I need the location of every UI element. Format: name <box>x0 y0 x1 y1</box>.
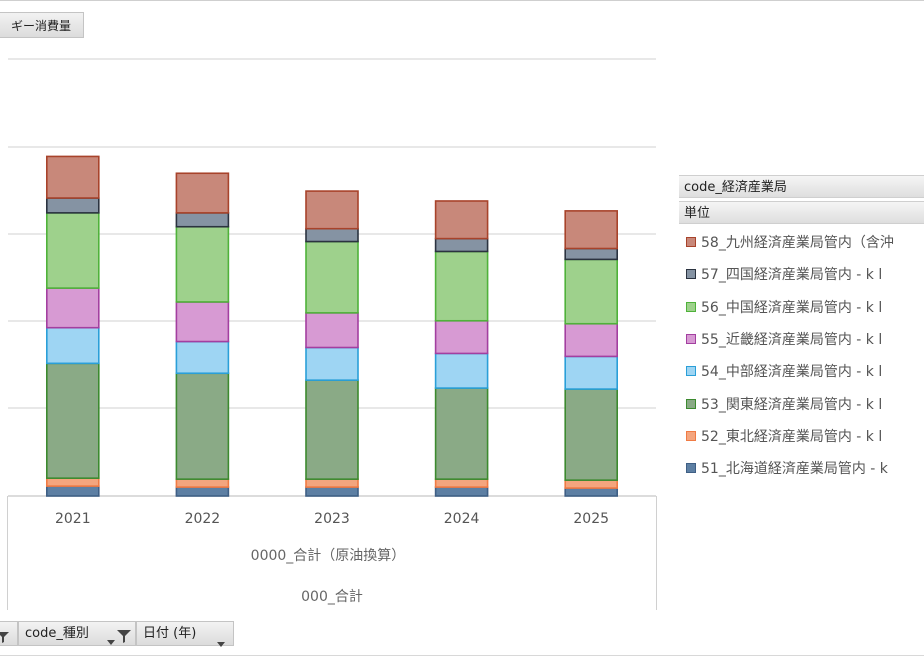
legend-swatch <box>686 237 696 247</box>
dropdown-arrow-icon <box>217 632 225 655</box>
chart-plot-svg: 2021 2022 2023 2024 2025 <box>8 58 656 527</box>
x-tick-label: 2024 <box>444 511 480 527</box>
legend-swatch <box>686 333 696 344</box>
bar-segment-2023-7[interactable] <box>305 227 359 243</box>
bar-segment-2024-4[interactable] <box>434 352 489 389</box>
bar-segment-2022-3[interactable] <box>175 372 230 480</box>
bar-segment-2022-4[interactable] <box>175 340 230 375</box>
bar-segment-2024-8[interactable] <box>434 200 489 240</box>
bar-segment-2021-3[interactable] <box>45 362 100 479</box>
window-top-border <box>0 0 924 1</box>
legend-label: 58_九州経済産業局管内（含沖 <box>701 235 894 251</box>
legend-label: 53_関東経済産業局管内 - k l <box>701 396 883 413</box>
bar-segment-2022-2[interactable] <box>175 478 230 488</box>
bar-segment-2023-2[interactable] <box>305 478 359 488</box>
axis-area-right-border <box>656 496 657 610</box>
x-axis-category-label: 0000_合計（原油換算） <box>250 548 406 564</box>
legend-header-unit[interactable]: 単位 <box>679 201 924 224</box>
legend-label: 57_四国経済産業局管内 - k l <box>701 267 883 284</box>
filter-date-label: 日付 (年) <box>143 626 197 641</box>
legend-item[interactable]: 51_北海道経済産業局管内 - k <box>686 459 888 479</box>
bottom-divider <box>0 655 924 656</box>
bar-segment-2025-8[interactable] <box>564 210 619 250</box>
bar-segment-2024-2[interactable] <box>434 478 489 488</box>
filter-icon <box>117 628 131 651</box>
bar-segment-2021-1[interactable] <box>45 485 100 497</box>
legend-label: 54_中部経済産業局管内 - k l <box>701 364 883 381</box>
chart-title-field-button[interactable]: ギー消費量 <box>0 12 84 38</box>
bar-segment-2023-4[interactable] <box>305 346 359 381</box>
x-tick-label: 2021 <box>55 511 91 527</box>
bar-segment-2022-8[interactable] <box>175 172 230 214</box>
bar-segment-2022-5[interactable] <box>175 301 230 343</box>
bar-segment-2023-5[interactable] <box>305 312 359 349</box>
x-tick-label: 2025 <box>573 511 609 527</box>
bar-segment-2025-7[interactable] <box>564 247 619 261</box>
legend-header-code[interactable]: code_経済産業局 <box>679 175 924 198</box>
legend-label: 52_東北経済産業局管内 - k l <box>701 428 883 445</box>
bar-segment-2024-5[interactable] <box>434 319 489 355</box>
filter-icon <box>0 628 9 651</box>
bar-segment-2025-3[interactable] <box>564 388 619 481</box>
legend-swatch <box>686 463 696 474</box>
bar-segment-2023-3[interactable] <box>305 379 359 480</box>
bar-segment-2024-7[interactable] <box>434 237 489 253</box>
x-tick-label: 2022 <box>185 511 221 527</box>
legend-label: 56_中国経済産業局管内 - k l <box>701 299 883 316</box>
bar-segment-2025-5[interactable] <box>564 322 619 358</box>
bar-segment-2023-1[interactable] <box>305 486 359 497</box>
bar-segment-2024-1[interactable] <box>434 486 489 497</box>
dropdown-arrow-icon <box>107 631 115 654</box>
bar-segment-2021-2[interactable] <box>45 477 100 487</box>
legend-swatch <box>686 301 696 312</box>
bar-segment-2025-2[interactable] <box>564 479 619 489</box>
bar-segment-2024-6[interactable] <box>434 250 489 322</box>
bar-segment-2021-7[interactable] <box>45 197 100 214</box>
legend-item[interactable]: 55_近畿経済産業局管内 - k l <box>686 330 882 350</box>
bar-segment-2022-1[interactable] <box>175 486 230 497</box>
filter-type-label: code_種別 <box>25 626 89 641</box>
bar-segment-2022-7[interactable] <box>175 212 230 228</box>
legend-item[interactable]: 54_中部経済産業局管内 - k l <box>686 362 882 382</box>
bar-segment-2021-5[interactable] <box>45 287 100 329</box>
legend-item[interactable]: 52_東北経済産業局管内 - k l <box>686 427 882 447</box>
x-axis-category-label-2: 000_合計 <box>301 589 363 605</box>
bar-segment-2021-8[interactable] <box>45 155 100 199</box>
filter-button-date[interactable]: 日付 (年) <box>136 621 234 647</box>
legend-item[interactable]: 58_九州経済産業局管内（含沖 <box>686 233 894 253</box>
legend-swatch <box>686 398 696 409</box>
bar-segment-2021-4[interactable] <box>45 326 100 365</box>
bar-segment-2025-4[interactable] <box>564 355 619 390</box>
legend-item[interactable]: 57_四国経済産業局管内 - k l <box>686 265 882 285</box>
bar-segment-2023-8[interactable] <box>305 190 359 230</box>
filter-button-prev[interactable] <box>0 621 18 646</box>
x-tick-label: 2023 <box>314 511 350 527</box>
legend-swatch <box>686 269 696 280</box>
bar-segment-2025-1[interactable] <box>564 487 619 497</box>
legend-item[interactable]: 56_中国経済産業局管内 - k l <box>686 298 882 318</box>
legend-label: 51_北海道経済産業局管内 - k <box>701 461 888 478</box>
chart-title-text: ギー消費量 <box>10 19 71 33</box>
bar-segment-2025-6[interactable] <box>564 258 619 325</box>
legend-label: 55_近畿経済産業局管内 - k l <box>701 331 883 348</box>
bar-segment-2023-6[interactable] <box>305 240 359 314</box>
bar-segment-2024-3[interactable] <box>434 387 489 480</box>
axis-area-left-border <box>7 496 8 610</box>
bar-segment-2022-6[interactable] <box>175 225 230 303</box>
legend-swatch <box>686 366 696 377</box>
bar-segment-2021-6[interactable] <box>45 212 100 289</box>
legend-item[interactable]: 53_関東経済産業局管内 - k l <box>686 395 882 415</box>
filter-button-type[interactable]: code_種別 <box>18 621 136 646</box>
legend-swatch <box>686 430 696 441</box>
